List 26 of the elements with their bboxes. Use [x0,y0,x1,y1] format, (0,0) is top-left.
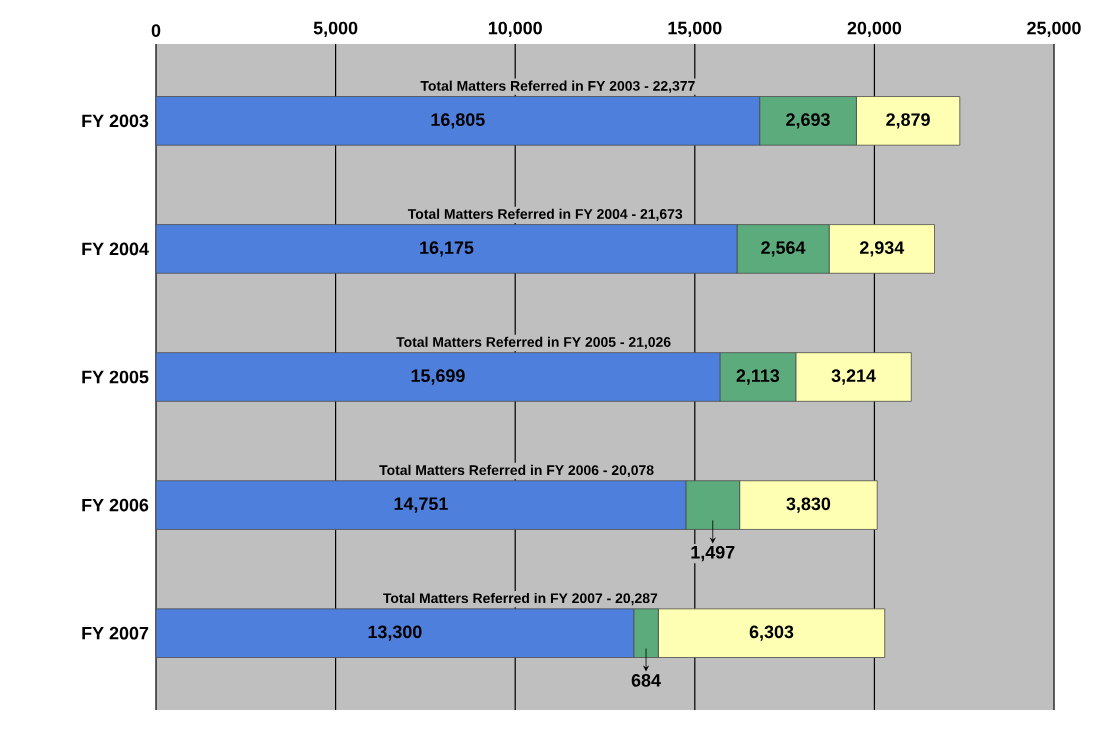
data-label: 3,830 [786,497,831,513]
data-label: 2,879 [886,113,930,129]
x-tick-label: 20,000 [847,21,902,37]
x-tick-label: 15,000 [668,21,722,37]
y-tick-label: FY 2004 [82,242,149,256]
data-label: 1,497 [691,545,735,562]
y-tick-label: FY 2003 [82,114,149,128]
data-label: 14,751 [394,497,448,513]
data-label: 6,303 [749,625,794,641]
data-label: 16,175 [420,241,474,257]
x-tick-label: 10,000 [488,21,542,37]
data-label: 2,113 [736,369,780,385]
data-label: 684 [631,673,661,687]
data-label: 15,699 [411,369,465,385]
data-label: 3,214 [831,369,876,385]
y-tick-label: FY 2005 [82,370,149,384]
data-label: 2,934 [860,241,905,257]
data-label: 16,805 [431,113,485,129]
data-label: 2,564 [761,241,806,257]
x-tick-label: 5,000 [313,21,358,37]
data-label: 2,693 [786,113,830,129]
y-tick-label: FY 2007 [82,626,149,640]
x-tick-label: 25,000 [1027,21,1081,37]
y-tick-label: FY 2006 [82,498,149,512]
data-label: 13,300 [368,625,422,641]
x-tick-label: 0 [151,24,161,37]
